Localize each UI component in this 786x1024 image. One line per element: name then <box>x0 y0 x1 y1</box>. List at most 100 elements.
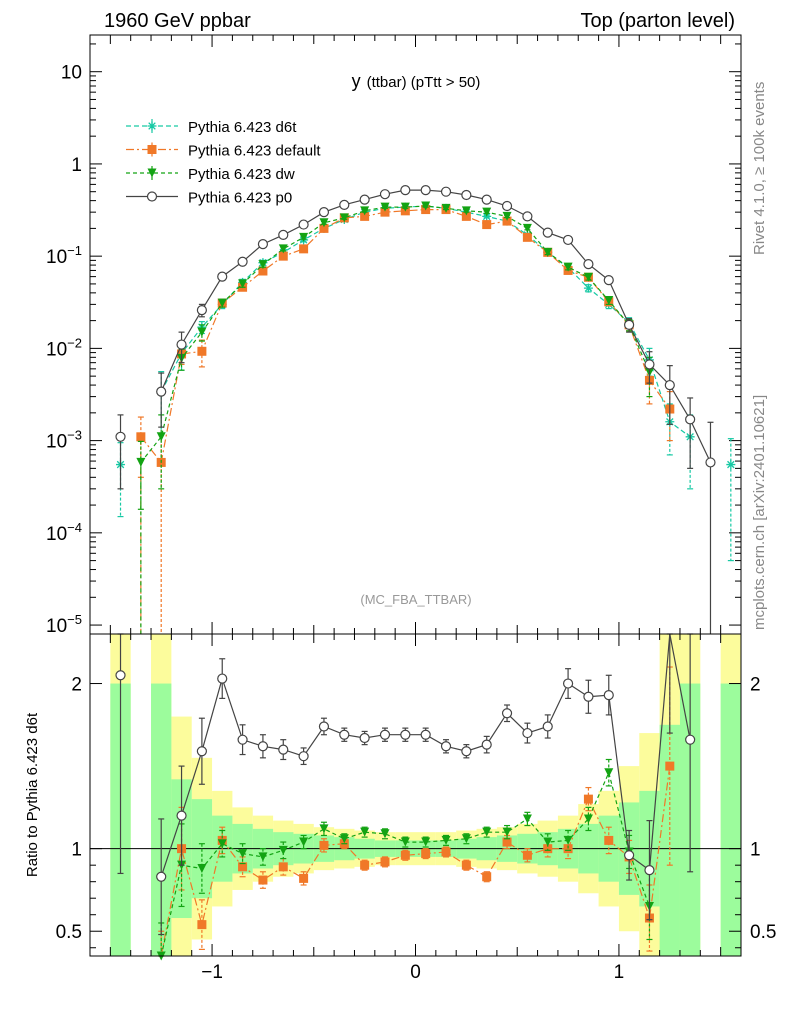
data-point <box>604 296 614 306</box>
ratio-point <box>502 827 512 837</box>
ratio-point <box>278 862 288 872</box>
legend-item-dw: Pythia 6.423 dw <box>126 166 295 183</box>
ratio-point <box>563 844 573 854</box>
data-point <box>299 232 309 242</box>
ratio-point <box>522 850 532 860</box>
y-tick-label: 10−1 <box>46 243 82 268</box>
series-line-default <box>140 209 671 464</box>
series-p0 <box>115 185 716 634</box>
data-point <box>258 266 268 276</box>
ratio-point <box>238 862 248 872</box>
ratio-point <box>522 727 533 739</box>
data-point <box>562 234 574 246</box>
ratio-y-tick-label: 0.5 <box>56 922 82 943</box>
ratio-point <box>176 810 187 821</box>
data-point <box>360 206 370 216</box>
data-point <box>379 189 391 200</box>
data-point <box>522 223 532 233</box>
data-point <box>705 457 716 468</box>
ratio-point <box>440 741 452 752</box>
ratio-point <box>421 837 431 847</box>
data-point <box>481 194 492 205</box>
data-point <box>461 206 471 216</box>
ratio-point <box>543 837 553 847</box>
ratio-point <box>542 721 553 732</box>
data-point <box>339 199 350 210</box>
upper-series <box>115 185 736 634</box>
ratio-series <box>115 633 696 961</box>
ratio-point <box>196 746 207 757</box>
data-point <box>115 431 126 442</box>
data-point <box>502 211 512 221</box>
x-tick-label: 1 <box>614 962 625 983</box>
data-point <box>726 460 736 470</box>
data-point <box>318 207 330 218</box>
header-left: 1960 GeV ppbar <box>104 10 251 32</box>
ratio-point <box>318 721 330 732</box>
ratio-point <box>421 849 431 859</box>
ratio-point <box>441 835 451 845</box>
ratio-point <box>400 729 411 740</box>
data-point <box>298 219 309 230</box>
y-tick-label: 1 <box>71 155 82 176</box>
ratio-y-tick-label-right: 2 <box>750 675 761 696</box>
ratio-frame <box>89 633 742 957</box>
y-tick-label: 10−2 <box>46 335 82 360</box>
ratio-point <box>522 814 532 824</box>
ratio-point <box>400 850 410 860</box>
ratio-point <box>217 673 228 684</box>
data-point <box>319 218 329 228</box>
data-point <box>664 379 675 391</box>
data-point <box>299 244 309 254</box>
data-point <box>522 232 532 242</box>
ratio-point <box>461 834 471 844</box>
legend-marker <box>147 145 157 154</box>
side-text-lower: mcplots.cern.ch [arXiv:2401.10621] <box>751 395 768 630</box>
ratio-point <box>380 857 390 867</box>
ratio-point <box>583 794 593 804</box>
ratio-y-tick-label-right: 0.5 <box>750 922 776 943</box>
x-tick-label: −1 <box>201 962 223 983</box>
data-point <box>238 279 248 289</box>
ratio-point <box>604 835 614 845</box>
data-point <box>156 386 167 397</box>
ratio-series-p0 <box>115 633 696 936</box>
ratio-point <box>238 849 248 859</box>
series-line-p0 <box>160 189 712 463</box>
ratio-point <box>482 827 492 837</box>
y-tick-label: 10−4 <box>46 520 82 545</box>
series-dw <box>136 201 654 634</box>
legend-marker <box>147 121 157 131</box>
ratio-point <box>258 852 268 862</box>
data-point <box>563 262 573 272</box>
legend: Pythia 6.423 d6t Pythia 6.423 default Pyth… <box>126 119 321 207</box>
ratio-series-dw <box>156 758 654 961</box>
data-point <box>319 223 329 233</box>
ratio-point <box>562 678 574 689</box>
plot-title: y (ttbar) (pTtt > 50) <box>352 71 481 91</box>
ratio-point <box>319 824 329 834</box>
ratio-point <box>461 860 471 870</box>
legend-label: Pythia 6.423 default <box>188 143 321 160</box>
watermark: (MC_FBA_TTBAR) <box>360 592 471 607</box>
ratio-point <box>319 840 329 850</box>
ratio-point <box>441 847 451 857</box>
y-tick-label: 10−3 <box>46 428 82 453</box>
ratio-point <box>257 741 269 752</box>
data-point <box>196 305 207 316</box>
ratio-point <box>380 829 390 839</box>
data-point <box>624 319 635 330</box>
data-point <box>441 203 451 213</box>
data-point <box>482 220 492 230</box>
data-point <box>502 216 512 226</box>
data-point <box>542 227 553 238</box>
ratio-ticks: 2 2 1 1 0.5 0.5 −1 0 1 <box>56 634 776 983</box>
ratio-point <box>420 729 431 740</box>
ratio-point <box>604 768 614 778</box>
ratio-point <box>379 729 391 740</box>
data-point <box>278 229 289 241</box>
ratio-y-tick-label: 1 <box>71 840 82 861</box>
upper-plot: 10 1 10−1 10−2 10−3 10−4 10−5 (MC_FBA_TTBAR) y… <box>46 35 741 637</box>
data-point <box>176 339 187 350</box>
